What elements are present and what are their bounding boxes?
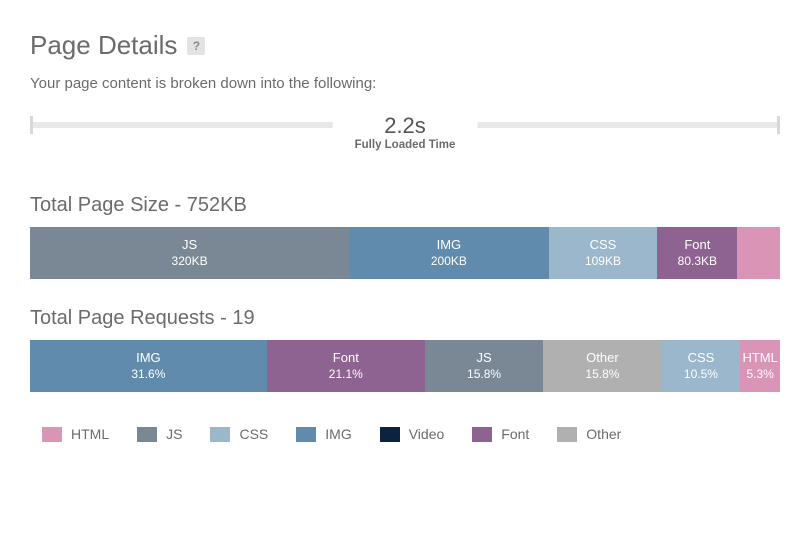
- requests-segment-js[interactable]: JS15.8%: [425, 340, 543, 392]
- legend-item-video[interactable]: Video: [380, 426, 445, 442]
- requests-segment-value: 31.6%: [131, 367, 165, 382]
- page-title: Page Details ?: [30, 30, 780, 61]
- requests-segment-img[interactable]: IMG31.6%: [30, 340, 267, 392]
- legend-label: Font: [501, 426, 529, 442]
- page-title-text: Page Details: [30, 30, 177, 61]
- legend-item-font[interactable]: Font: [472, 426, 529, 442]
- legend-item-html[interactable]: HTML: [42, 426, 109, 442]
- legend-item-js[interactable]: JS: [137, 426, 182, 442]
- size-segment-label: Font: [684, 237, 710, 253]
- timeline: 2.2s Fully Loaded Time: [30, 116, 780, 164]
- requests-bar: IMG31.6%Font21.1%JS15.8%Other15.8%CSS10.…: [30, 340, 780, 392]
- requests-segment-value: 10.5%: [684, 367, 718, 382]
- requests-segment-value: 5.3%: [746, 367, 773, 382]
- legend-swatch: [472, 427, 492, 442]
- size-segment-html[interactable]: [737, 227, 780, 279]
- timeline-tick-right: [777, 116, 780, 134]
- legend-item-css[interactable]: CSS: [210, 426, 268, 442]
- legend-label: HTML: [71, 426, 109, 442]
- size-segment-value: 200KB: [431, 254, 467, 269]
- requests-segment-label: CSS: [688, 350, 715, 366]
- requests-segment-label: Font: [333, 350, 359, 366]
- legend-swatch: [210, 427, 230, 442]
- requests-segment-css[interactable]: CSS10.5%: [662, 340, 741, 392]
- requests-segment-label: IMG: [136, 350, 161, 366]
- legend-item-img[interactable]: IMG: [296, 426, 351, 442]
- requests-segment-value: 15.8%: [467, 367, 501, 382]
- timeline-value: 2.2s: [355, 114, 456, 138]
- page-subtitle: Your page content is broken down into th…: [30, 75, 780, 92]
- legend-label: Video: [409, 426, 445, 442]
- requests-segment-label: JS: [476, 350, 491, 366]
- size-segment-value: 320KB: [172, 254, 208, 269]
- requests-segment-value: 21.1%: [329, 367, 363, 382]
- size-segment-js[interactable]: JS320KB: [30, 227, 349, 279]
- legend-swatch: [137, 427, 157, 442]
- requests-segment-value: 15.8%: [585, 367, 619, 382]
- legend-label: IMG: [325, 426, 351, 442]
- size-segment-font[interactable]: Font80.3KB: [657, 227, 737, 279]
- legend-label: CSS: [239, 426, 268, 442]
- size-title: Total Page Size - 752KB: [30, 194, 780, 217]
- legend-label: JS: [166, 426, 182, 442]
- size-segment-label: IMG: [437, 237, 462, 253]
- size-segment-value: 80.3KB: [678, 254, 717, 269]
- legend-swatch: [380, 427, 400, 442]
- timeline-center: 2.2s Fully Loaded Time: [333, 114, 478, 151]
- timeline-label: Fully Loaded Time: [355, 139, 456, 151]
- requests-segment-font[interactable]: Font21.1%: [267, 340, 425, 392]
- legend-swatch: [296, 427, 316, 442]
- requests-title: Total Page Requests - 19: [30, 307, 780, 330]
- legend-label: Other: [586, 426, 621, 442]
- size-segment-img[interactable]: IMG200KB: [349, 227, 549, 279]
- requests-segment-label: HTML: [742, 350, 777, 366]
- help-icon[interactable]: ?: [187, 37, 205, 55]
- legend-swatch: [42, 427, 62, 442]
- legend-item-other[interactable]: Other: [557, 426, 621, 442]
- requests-segment-other[interactable]: Other15.8%: [543, 340, 661, 392]
- size-segment-css[interactable]: CSS109KB: [549, 227, 658, 279]
- size-bar: JS320KBIMG200KBCSS109KBFont80.3KB: [30, 227, 780, 279]
- requests-segment-label: Other: [586, 350, 619, 366]
- legend: HTML JS CSS IMG Video Font Other: [30, 420, 780, 442]
- timeline-tick-left: [30, 116, 33, 134]
- requests-segment-html[interactable]: HTML5.3%: [740, 340, 780, 392]
- legend-swatch: [557, 427, 577, 442]
- size-segment-label: JS: [182, 237, 197, 253]
- size-segment-value: 109KB: [585, 254, 621, 269]
- size-segment-label: CSS: [590, 237, 617, 253]
